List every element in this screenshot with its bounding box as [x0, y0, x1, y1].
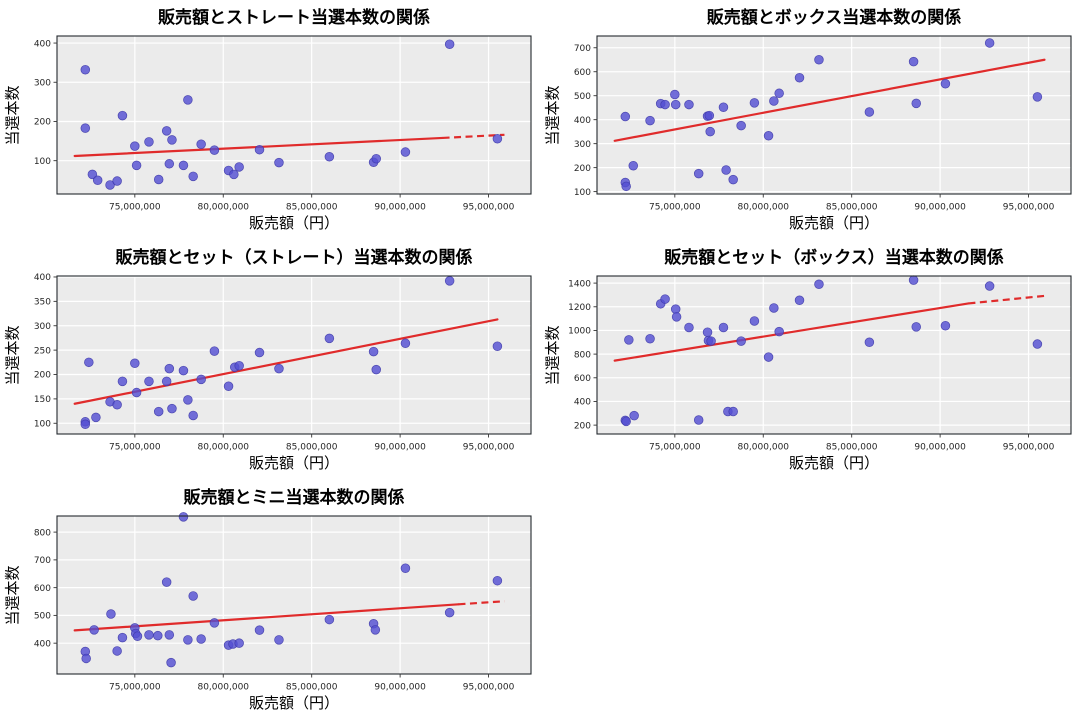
svg-text:90,000,000: 90,000,000	[914, 443, 966, 453]
chart-title-box: 販売額とボックス当選本数の関係	[706, 8, 962, 27]
svg-text:200: 200	[34, 118, 51, 128]
y-axis-label: 当選本数	[544, 325, 562, 386]
svg-text:75,000,000: 75,000,000	[649, 443, 701, 453]
x-axis-label: 販売額（円）	[788, 455, 879, 472]
y-axis-label: 当選本数	[4, 325, 22, 386]
x-axis-label: 販売額（円）	[248, 455, 339, 472]
svg-text:800: 800	[574, 350, 591, 360]
svg-text:100: 100	[34, 157, 51, 167]
y-axis-label: 当選本数	[544, 85, 562, 146]
svg-text:400: 400	[574, 116, 591, 126]
svg-text:75,000,000: 75,000,000	[109, 203, 161, 213]
chart-cell-mini: 販売額とミニ当選本数の関係 当選本数 75,000,000 80,000,000 8…	[0, 480, 540, 720]
svg-text:400: 400	[34, 39, 51, 49]
svg-text:300: 300	[574, 140, 591, 150]
svg-text:500: 500	[574, 92, 591, 102]
x-axis-label: 販売額（円）	[248, 215, 339, 232]
svg-text:600: 600	[574, 68, 591, 78]
svg-text:80,000,000: 80,000,000	[737, 203, 789, 213]
svg-text:600: 600	[574, 374, 591, 384]
chart-cell-set-box: 販売額とセット（ボックス）当選本数の関係 当選本数 75,000,000 80,0…	[540, 240, 1080, 480]
chart-cell-straight: 販売額とストレート当選本数の関係 当選本数 75,000,000 80,000,0…	[0, 0, 540, 240]
scatter-plot-set-straight: 75,000,000 80,000,000 85,000,000 90,000,000…	[34, 273, 532, 453]
svg-text:90,000,000: 90,000,000	[374, 203, 426, 213]
svg-text:85,000,000: 85,000,000	[286, 683, 338, 693]
svg-text:1200: 1200	[568, 303, 591, 313]
svg-text:700: 700	[574, 44, 591, 54]
svg-text:300: 300	[34, 322, 51, 332]
svg-text:700: 700	[34, 556, 51, 566]
svg-text:85,000,000: 85,000,000	[286, 203, 338, 213]
chart-title-set-box: 販売額とセット（ボックス）当選本数の関係	[664, 248, 1004, 267]
svg-text:150: 150	[34, 395, 51, 405]
svg-text:95,000,000: 95,000,000	[463, 203, 515, 213]
chart-cell-set-straight: 販売額とセット（ストレート）当選本数の関係 当選本数 75,000,000 80,…	[0, 240, 540, 480]
svg-text:75,000,000: 75,000,000	[109, 683, 161, 693]
svg-text:400: 400	[34, 639, 51, 649]
svg-text:95,000,000: 95,000,000	[463, 443, 515, 453]
svg-text:250: 250	[34, 346, 51, 356]
svg-text:80,000,000: 80,000,000	[737, 443, 789, 453]
svg-text:90,000,000: 90,000,000	[914, 203, 966, 213]
svg-text:80,000,000: 80,000,000	[197, 443, 249, 453]
svg-text:95,000,000: 95,000,000	[463, 683, 515, 693]
svg-text:85,000,000: 85,000,000	[286, 443, 338, 453]
chart-title-straight: 販売額とストレート当選本数の関係	[158, 8, 430, 27]
svg-text:200: 200	[34, 371, 51, 381]
scatter-plot-straight: 75,000,000 80,000,000 85,000,000 90,000,000…	[34, 35, 532, 213]
svg-text:85,000,000: 85,000,000	[826, 203, 878, 213]
svg-text:400: 400	[574, 398, 591, 408]
x-axis-label: 販売額（円）	[788, 215, 879, 232]
svg-text:200: 200	[574, 421, 591, 431]
svg-text:85,000,000: 85,000,000	[826, 443, 878, 453]
scatter-plot-box: 75,000,000 80,000,000 85,000,000 90,000,000…	[574, 35, 1072, 213]
svg-text:100: 100	[34, 419, 51, 429]
svg-text:80,000,000: 80,000,000	[197, 203, 249, 213]
y-axis-label: 当選本数	[4, 85, 22, 146]
svg-text:95,000,000: 95,000,000	[1003, 443, 1055, 453]
x-axis-label: 販売額（円）	[248, 695, 339, 712]
chart-cell-box: 販売額とボックス当選本数の関係 当選本数 75,000,000 80,000,00…	[540, 0, 1080, 240]
scatter-plot-mini: 75,000,000 80,000,000 85,000,000 90,000,000…	[34, 512, 532, 693]
svg-text:90,000,000: 90,000,000	[374, 683, 426, 693]
svg-text:600: 600	[34, 584, 51, 594]
svg-text:95,000,000: 95,000,000	[1003, 203, 1055, 213]
svg-text:500: 500	[34, 612, 51, 622]
svg-text:90,000,000: 90,000,000	[374, 443, 426, 453]
svg-text:350: 350	[34, 298, 51, 308]
svg-text:300: 300	[34, 78, 51, 88]
svg-text:80,000,000: 80,000,000	[197, 683, 249, 693]
svg-text:75,000,000: 75,000,000	[649, 203, 701, 213]
scatter-plot-set-box: 75,000,000 80,000,000 85,000,000 90,000,000…	[568, 275, 1072, 453]
chart-title-mini: 販売額とミニ当選本数の関係	[183, 488, 405, 507]
empty-area	[540, 480, 1080, 720]
svg-text:100: 100	[574, 188, 591, 198]
svg-text:75,000,000: 75,000,000	[109, 443, 161, 453]
svg-text:400: 400	[34, 273, 51, 283]
chart-title-set-straight: 販売額とセット（ストレート）当選本数の関係	[115, 248, 473, 267]
y-axis-label: 当選本数	[4, 565, 22, 626]
svg-text:200: 200	[574, 164, 591, 174]
svg-text:1400: 1400	[568, 279, 591, 289]
svg-text:1000: 1000	[568, 327, 591, 337]
svg-text:800: 800	[34, 528, 51, 538]
